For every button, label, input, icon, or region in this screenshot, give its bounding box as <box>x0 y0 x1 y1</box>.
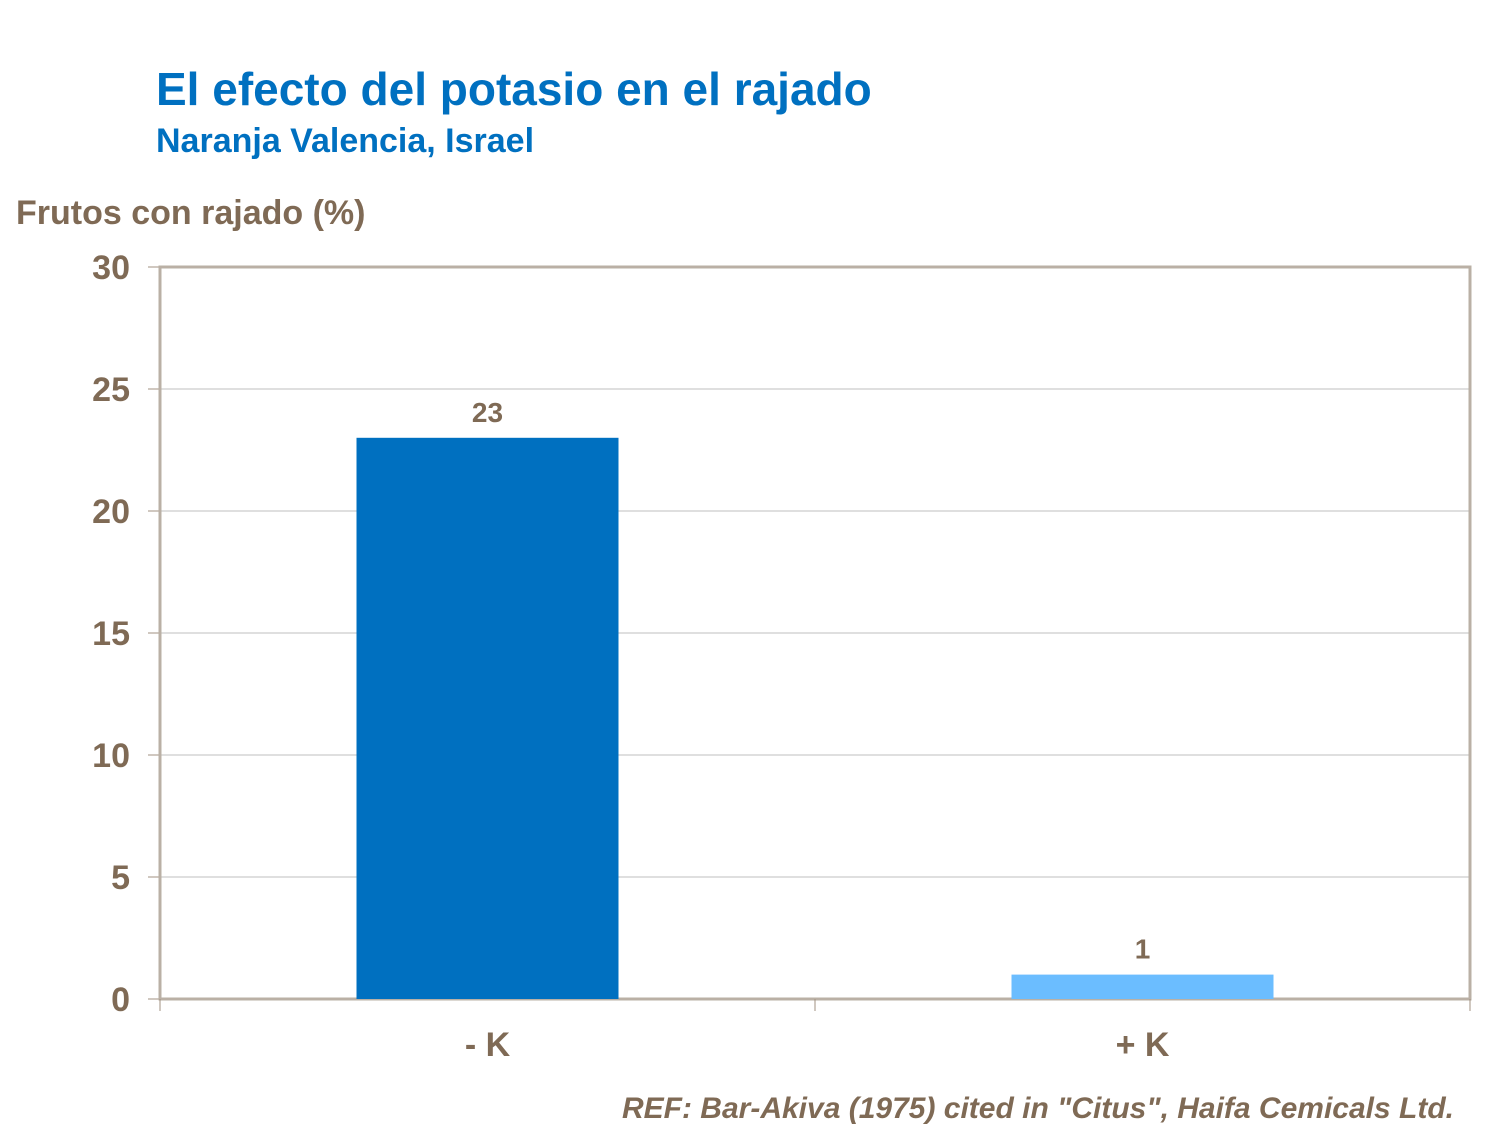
bar-2 <box>1011 974 1274 999</box>
y-tick-label: 20 <box>92 493 130 531</box>
y-tick-label: 5 <box>111 859 130 897</box>
x-tick-label: - K <box>465 1026 511 1064</box>
y-tick-label: 30 <box>92 249 130 287</box>
y-tick-label: 25 <box>92 371 130 409</box>
chart-title: El efecto del potasio en el rajado <box>156 63 872 115</box>
y-tick-label: 15 <box>92 615 130 653</box>
data-label: 1 <box>1135 934 1151 965</box>
reference-note: REF: Bar-Akiva (1975) cited in "Citus", … <box>621 1092 1454 1125</box>
y-tick-label: 10 <box>92 737 130 775</box>
x-tick-label: + K <box>1116 1026 1170 1064</box>
data-label: 23 <box>472 397 503 428</box>
bar-1 <box>356 437 619 999</box>
chart-subtitle: Naranja Valencia, Israel <box>156 122 535 160</box>
y-tick-label: 0 <box>111 981 130 1019</box>
y-axis-label: Frutos con rajado (%) <box>16 194 366 232</box>
